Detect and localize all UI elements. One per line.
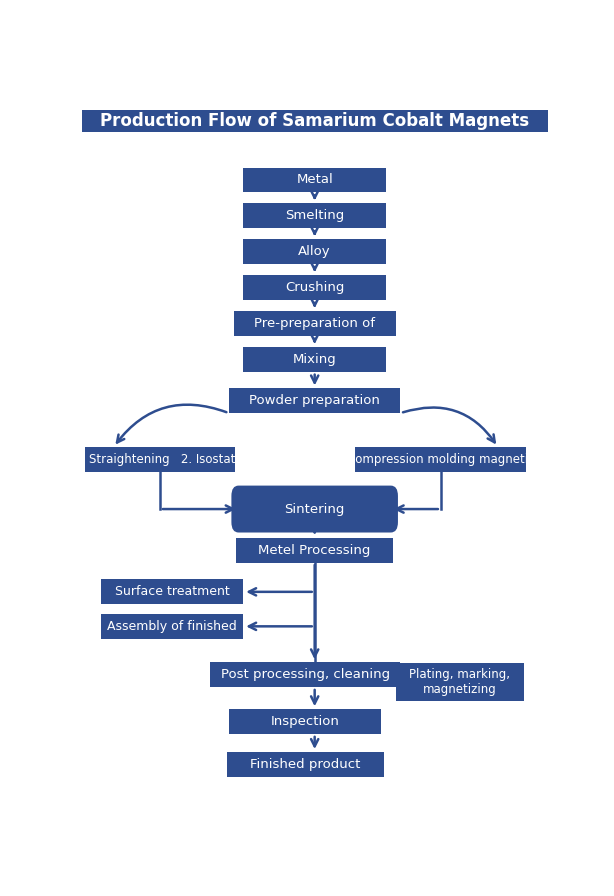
Text: Post processing, cleaning: Post processing, cleaning	[220, 668, 390, 681]
FancyBboxPatch shape	[82, 109, 548, 132]
Text: Pre-preparation of: Pre-preparation of	[254, 317, 375, 330]
FancyBboxPatch shape	[395, 662, 524, 701]
Text: Surface treatment: Surface treatment	[115, 585, 229, 599]
FancyBboxPatch shape	[101, 614, 243, 639]
FancyBboxPatch shape	[229, 709, 381, 734]
FancyArrowPatch shape	[117, 405, 227, 443]
Text: Inspection: Inspection	[271, 715, 340, 728]
FancyBboxPatch shape	[243, 347, 386, 372]
Text: 1. Straightening   2. Isostatic: 1. Straightening 2. Isostatic	[74, 452, 246, 466]
Text: Production Flow of Samarium Cobalt Magnets: Production Flow of Samarium Cobalt Magne…	[100, 112, 529, 130]
FancyBboxPatch shape	[210, 662, 400, 687]
FancyBboxPatch shape	[231, 486, 398, 532]
FancyBboxPatch shape	[229, 388, 400, 413]
FancyBboxPatch shape	[243, 275, 386, 300]
FancyBboxPatch shape	[234, 311, 395, 336]
Text: Alloy: Alloy	[298, 246, 331, 258]
FancyBboxPatch shape	[101, 580, 243, 604]
Text: Smelting: Smelting	[285, 210, 344, 222]
Text: Sintering: Sintering	[284, 503, 345, 515]
FancyArrowPatch shape	[403, 408, 495, 443]
FancyBboxPatch shape	[243, 168, 386, 193]
Text: Powder preparation: Powder preparation	[249, 394, 380, 408]
Text: Plating, marking,
magnetizing: Plating, marking, magnetizing	[410, 668, 510, 695]
FancyBboxPatch shape	[243, 203, 386, 228]
Text: Mixing: Mixing	[293, 353, 336, 366]
Text: Metel Processing: Metel Processing	[258, 544, 371, 557]
Text: Crushing: Crushing	[285, 281, 344, 294]
FancyBboxPatch shape	[227, 752, 384, 777]
FancyBboxPatch shape	[355, 447, 526, 472]
FancyBboxPatch shape	[236, 538, 393, 563]
Text: Finished product: Finished product	[250, 758, 360, 771]
FancyBboxPatch shape	[85, 447, 235, 472]
Text: Compression molding magnetic: Compression molding magnetic	[347, 452, 535, 466]
Text: Metal: Metal	[297, 174, 333, 186]
Text: Assembly of finished: Assembly of finished	[107, 620, 237, 633]
FancyBboxPatch shape	[243, 239, 386, 264]
